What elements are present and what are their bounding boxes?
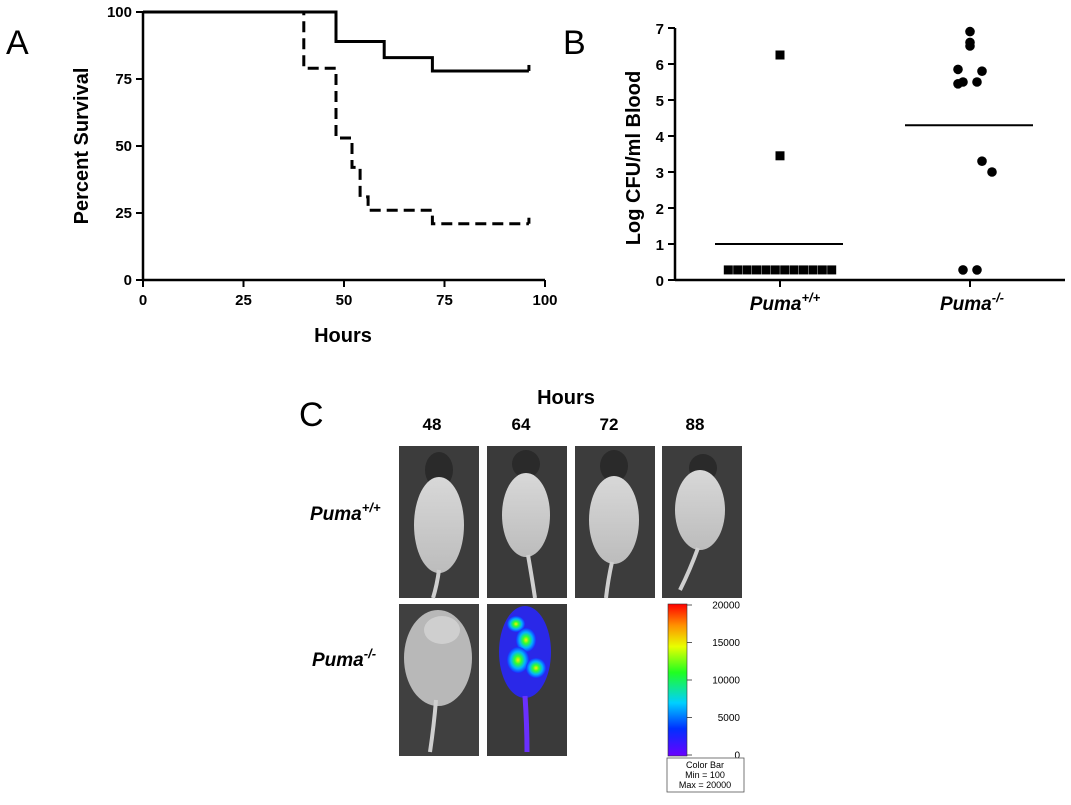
- survival-series-solid: [143, 10, 529, 73]
- survival-y-tick-label: 100: [107, 4, 132, 21]
- cfu-point-square: [799, 265, 808, 275]
- mouse-image-wt-64h: [487, 446, 567, 599]
- survival-x-tick-label: 75: [436, 292, 453, 309]
- mouse-image-ko-48h: [399, 604, 479, 756]
- color-bar-tick-label: 20000: [712, 601, 740, 612]
- cfu-y-tick-label: 1: [656, 237, 664, 254]
- cfu-y-axis-title: Log CFU/ml Blood: [623, 71, 645, 245]
- color-bar-caption-min: Min = 100: [685, 770, 725, 780]
- survival-y-tick-label: 50: [115, 138, 132, 155]
- color-bar: 20000 15000 10000 5000 0 Color Bar Min = 100…: [666, 601, 745, 793]
- cfu-point-square: [742, 265, 752, 275]
- imaging-row-label-ko: Puma-/-: [312, 646, 376, 671]
- cfu-point-square: [808, 265, 818, 275]
- survival-axes: [141, 12, 545, 282]
- color-bar-caption-title: Color Bar: [686, 760, 724, 770]
- cfu-points: [715, 26, 1033, 275]
- survival-y-tick-label: 0: [124, 272, 132, 289]
- imaging-hour-72: 72: [600, 415, 619, 434]
- cfu-y-tick-label: 0: [656, 273, 664, 290]
- cfu-point-circle: [972, 77, 982, 87]
- cfu-group-label-wt: Puma+/+: [750, 290, 821, 315]
- cfu-y-tick-label: 6: [656, 57, 664, 74]
- survival-x-tick-label: 25: [235, 292, 252, 309]
- cfu-point-square: [761, 265, 771, 275]
- color-bar-tick-label: 15000: [712, 638, 740, 649]
- cfu-chart: 0 1 2 3 4 5 6 7 Log CFU/ml Blood Puma+/+ Puma-/…: [623, 21, 1065, 315]
- mouse-image-ko-64h: [487, 604, 567, 756]
- cfu-point-square: [780, 265, 790, 275]
- cfu-axes: [673, 28, 1065, 282]
- color-bar-caption-max: Max = 20000: [679, 780, 731, 790]
- survival-ticks: 0 25 50 75 100 0 25 50 75 100: [107, 4, 558, 309]
- cfu-point-circle: [953, 64, 963, 75]
- survival-series-dashed: [143, 10, 529, 226]
- cfu-group-label-ko: Puma-/-: [940, 290, 1004, 315]
- cfu-y-tick-label: 2: [656, 201, 664, 218]
- cfu-point-circle: [987, 167, 997, 177]
- survival-y-tick-label: 75: [115, 71, 132, 88]
- color-bar-caption-box: [666, 757, 745, 793]
- cfu-point-square: [775, 151, 785, 161]
- cfu-point-circle: [953, 79, 963, 89]
- panel-letter-c: C: [299, 396, 324, 434]
- cfu-y-tick-label: 3: [656, 165, 664, 182]
- color-bar-tick-label: 0: [734, 751, 740, 762]
- imaging-panel: Hours 48 64 72 88 Puma+/+ Puma-/-: [310, 387, 745, 793]
- panel-letter-b: B: [563, 24, 586, 62]
- cfu-y-tick-label: 7: [656, 21, 664, 38]
- color-bar-tick-label: 5000: [718, 713, 741, 724]
- survival-x-tick-label: 0: [139, 292, 147, 309]
- cfu-point-circle: [958, 265, 968, 275]
- cfu-point-square: [723, 265, 733, 275]
- survival-y-tick-label: 25: [115, 205, 132, 222]
- cfu-point-circle: [977, 66, 987, 76]
- imaging-hour-88: 88: [686, 415, 705, 434]
- cfu-ticks: 0 1 2 3 4 5 6 7: [656, 21, 971, 290]
- survival-series: [143, 10, 531, 226]
- imaging-hour-48: 48: [423, 415, 442, 434]
- survival-chart: 0 25 50 75 100 0 25 50 75 100 Hours Percent Survi…: [71, 4, 558, 347]
- mouse-image-wt-48h: [399, 446, 479, 599]
- mouse-image-wt-88h: [662, 446, 742, 598]
- panel-letter-a: A: [6, 24, 29, 62]
- cfu-y-tick-label: 4: [656, 129, 665, 146]
- color-bar-tick-label: 10000: [712, 676, 740, 687]
- cfu-point-square: [817, 265, 827, 275]
- survival-x-tick-label: 100: [532, 292, 557, 309]
- survival-x-axis-title: Hours: [314, 325, 372, 347]
- mouse-image-wt-72h: [575, 446, 655, 599]
- cfu-point-square: [775, 50, 785, 60]
- survival-y-axis-title: Percent Survival: [71, 68, 93, 225]
- imaging-hour-64: 64: [512, 415, 531, 434]
- imaging-row-label-wt: Puma+/+: [310, 500, 381, 525]
- cfu-y-tick-label: 5: [656, 93, 664, 110]
- cfu-point-circle: [965, 41, 975, 51]
- survival-x-tick-label: 50: [336, 292, 353, 309]
- cfu-point-circle: [965, 26, 975, 37]
- cfu-point-square: [827, 265, 837, 275]
- cfu-point-square: [789, 265, 799, 275]
- cfu-point-square: [733, 265, 743, 275]
- imaging-hours-title: Hours: [537, 387, 595, 409]
- cfu-point-circle: [977, 156, 987, 166]
- cfu-point-square: [770, 265, 780, 275]
- color-bar-ticks: 20000 15000 10000 5000 0: [687, 601, 740, 762]
- cfu-point-square: [752, 265, 761, 275]
- cfu-point-circle: [972, 265, 982, 275]
